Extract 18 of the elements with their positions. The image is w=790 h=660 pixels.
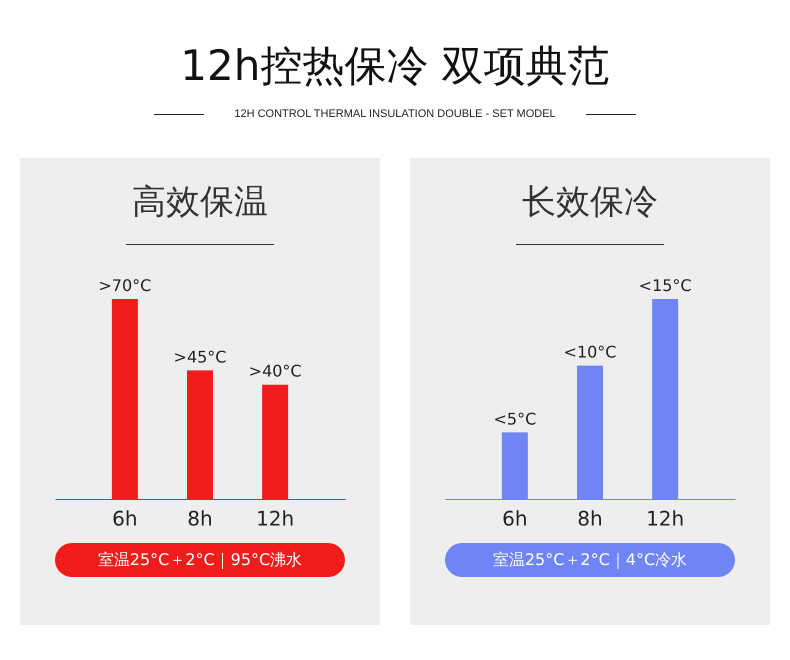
data-label: <5°C <box>493 409 536 428</box>
x-tick-label: 6h <box>502 506 528 530</box>
x-tick-label: 12h <box>646 506 684 530</box>
chart-title: 高效保温 <box>132 182 268 222</box>
x-tick-label: 8h <box>187 506 213 530</box>
text: 12H CONTROL THERMAL INSULATION DOUBLE - SET MODEL <box>234 108 556 120</box>
text: 室温25°C＋2°C｜95°C沸水 <box>55 543 345 577</box>
text: 室温25°C＋2°C｜4°C冷水 <box>445 543 735 577</box>
data-label: <15°C <box>638 276 692 295</box>
data-label: >70°C <box>98 276 152 295</box>
x-tick-label: 12h <box>256 506 294 530</box>
x-tick-label: 6h <box>112 506 138 530</box>
chart-title: 长效保冷 <box>522 182 658 222</box>
data-label: <10°C <box>564 342 616 362</box>
data-label: >45°C <box>174 347 226 366</box>
data-label: >40°C <box>248 362 302 381</box>
text: 12h控热保冷 双项典范 <box>179 40 611 92</box>
x-tick-label: 8h <box>577 506 603 530</box>
